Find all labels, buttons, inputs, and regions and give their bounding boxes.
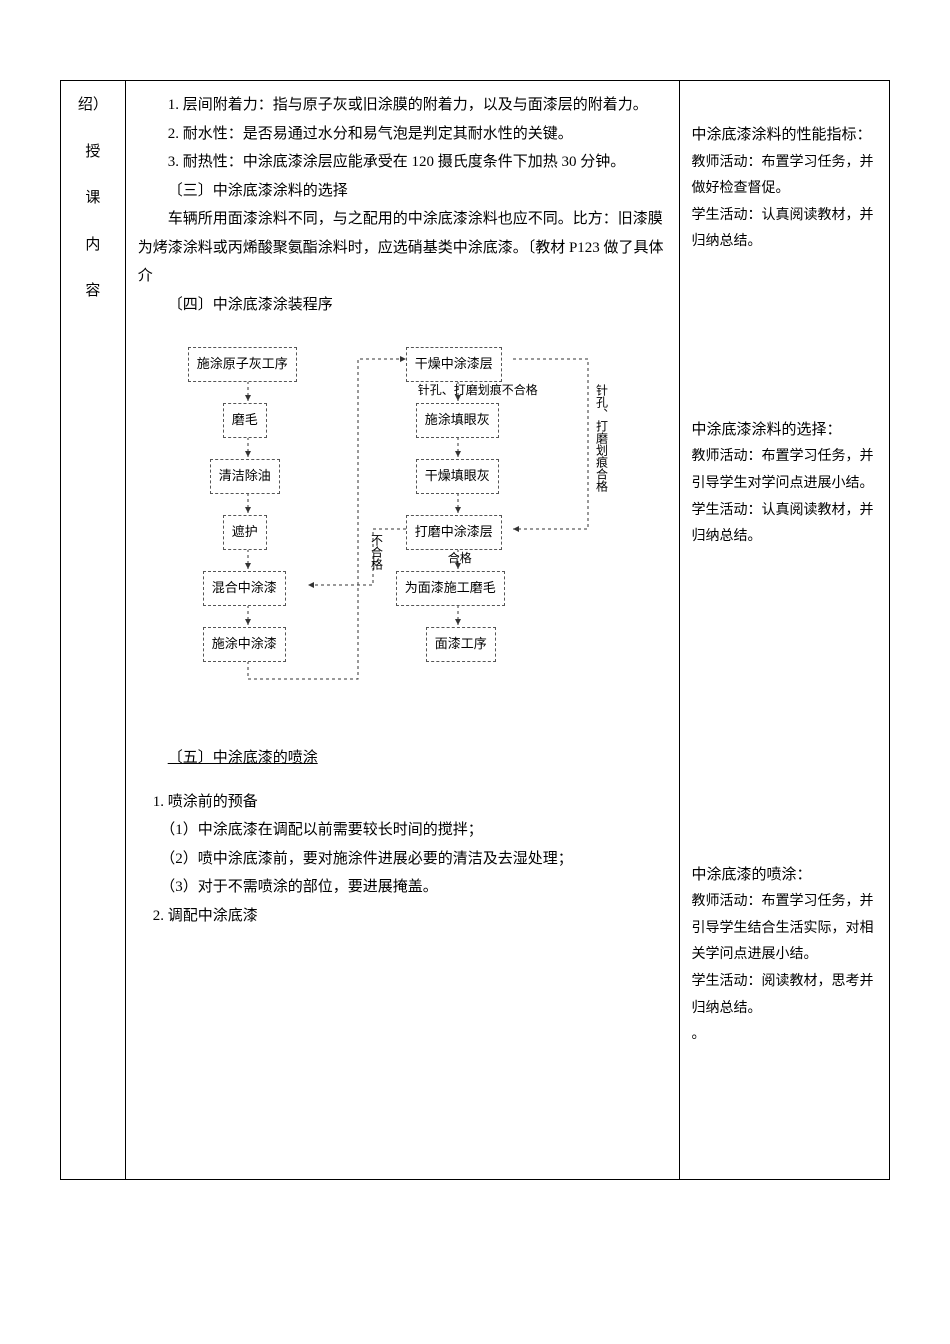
sub-1: 1. 喷涂前的预备 [138, 788, 667, 817]
node-apply-putty: 施涂原子灰工序 [188, 347, 297, 382]
note-block-3: 中涂底漆的喷涂： 教师活动：布置学习任务，并引导学生结合生活实际，对相关学问点进… [692, 861, 877, 1049]
row-label-cell: 绍） 授 课 内 容 [61, 81, 126, 1180]
note2-title: 中涂底漆涂料的选择： [692, 416, 877, 445]
lesson-table: 绍） 授 课 内 容 1. 层间附着力：指与原子灰或旧涂膜的附着力，以及与面漆层… [60, 80, 890, 1180]
vl-1: 授 [73, 138, 113, 167]
node-prep-top: 为面漆施工磨毛 [396, 571, 505, 606]
sub-1b: （2）喷中涂底漆前，要对施涂件进展必要的清洁及去湿处理； [138, 845, 667, 874]
vertical-label: 绍） 授 课 内 容 [73, 91, 113, 306]
node-clean: 清洁除油 [210, 459, 280, 494]
note2-l2: 学生活动：认真阅读教材，并归纳总结。 [692, 498, 877, 551]
para-3: 3. 耐热性：中涂底漆涂层应能承受在 120 摄氏度条件下加热 30 分钟。 [138, 148, 667, 177]
note-block-2: 中涂底漆涂料的选择： 教师活动：布置学习任务，并引导学生对学问点进展小结。 学生… [692, 416, 877, 551]
note1-title: 中涂底漆涂料的性能指标： [692, 121, 877, 150]
node-mask: 遮护 [223, 515, 267, 550]
vl-4: 容 [73, 277, 113, 306]
sub-1a: （1）中涂底漆在调配以前需要较长时间的搅拌； [138, 816, 667, 845]
note3-l1: 教师活动：布置学习任务，并引导学生结合生活实际，对相关学问点进展小结。 [692, 889, 877, 969]
node-dry-mid: 干燥中涂漆层 [406, 347, 502, 382]
label-fail: 不合格 [365, 534, 388, 570]
para-2: 2. 耐水性：是否易通过水分和易气泡是判定其耐水性的关键。 [138, 120, 667, 149]
para-1: 1. 层间附着力：指与原子灰或旧涂膜的附着力，以及与面漆层的附着力。 [138, 91, 667, 120]
node-apply-mid: 施涂中涂漆 [203, 627, 286, 662]
label-defect-ok-v: 针孔、打磨划痕合格 [590, 384, 613, 492]
node-mix: 混合中涂漆 [203, 571, 286, 606]
sub-1c: （3）对于不需喷涂的部位，要进展掩盖。 [138, 873, 667, 902]
note2-l1: 教师活动：布置学习任务，并引导学生对学问点进展小结。 [692, 444, 877, 497]
label-ok: 合格 [448, 547, 472, 570]
vl-3: 内 [73, 231, 113, 260]
node-topcoat: 面漆工序 [426, 627, 496, 662]
node-dry-filler: 干燥填眼灰 [416, 459, 499, 494]
sub-2: 2. 调配中涂底漆 [138, 902, 667, 931]
flow-lines [148, 339, 628, 729]
vl-0: 绍） [73, 91, 113, 120]
heading-3: 〔三〕中涂底漆涂料的选择 [138, 177, 667, 206]
note-block-1: 中涂底漆涂料的性能指标： 教师活动：布置学习任务，并做好检查督促。 学生活动：认… [692, 121, 877, 256]
node-sand-mid: 打磨中涂漆层 [406, 515, 502, 550]
note1-l1: 教师活动：布置学习任务，并做好检查督促。 [692, 150, 877, 203]
para-4: 车辆所用面漆涂料不同，与之配用的中涂底漆涂料也应不同。比方：旧漆膜为烤漆涂料或丙… [138, 205, 667, 291]
note3-l3: 。 [692, 1022, 877, 1049]
vl-2: 课 [73, 184, 113, 213]
notes-cell: 中涂底漆涂料的性能指标： 教师活动：布置学习任务，并做好检查督促。 学生活动：认… [679, 81, 889, 1180]
flowchart: 施涂原子灰工序 磨毛 清洁除油 遮护 混合中涂漆 施涂中涂漆 干燥中涂漆层 施涂… [148, 339, 628, 729]
note3-title: 中涂底漆的喷涂： [692, 861, 877, 890]
node-filler: 施涂填眼灰 [416, 403, 499, 438]
content-cell: 1. 层间附着力：指与原子灰或旧涂膜的附着力，以及与面漆层的附着力。 2. 耐水… [125, 81, 679, 1180]
note3-l2: 学生活动：阅读教材，思考并归纳总结。 [692, 969, 877, 1022]
heading-5: 〔五〕中涂底漆的喷涂 [138, 744, 667, 773]
node-sanding: 磨毛 [223, 403, 267, 438]
heading-4: 〔四〕中涂底漆涂装程序 [138, 291, 667, 320]
label-defect-fail: 针孔、打磨划痕不合格 [418, 379, 538, 402]
note1-l2: 学生活动：认真阅读教材，并归纳总结。 [692, 203, 877, 256]
